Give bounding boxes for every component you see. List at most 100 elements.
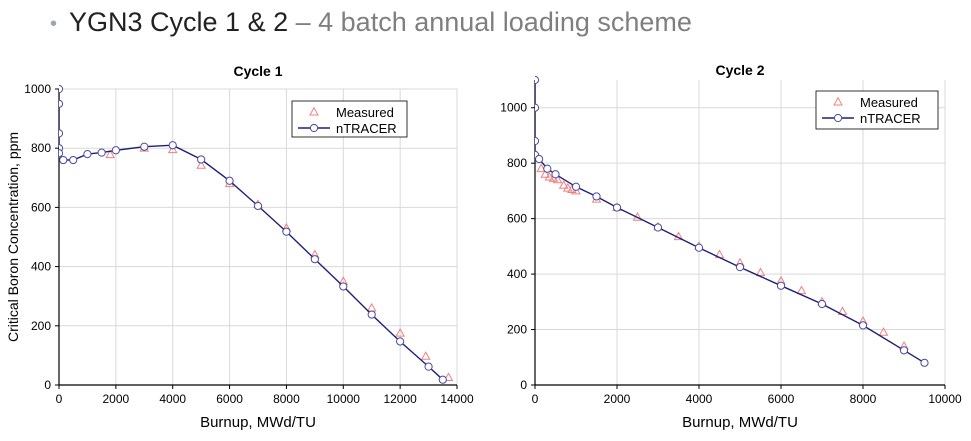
y-tick-label: 200 <box>31 319 51 333</box>
ntracer-point <box>424 362 433 371</box>
ntracer-point <box>83 150 92 159</box>
measured-point <box>552 174 563 184</box>
y-tick-label: 400 <box>31 260 51 274</box>
x-tick-label: 14000 <box>440 392 474 406</box>
plot-area <box>535 75 929 367</box>
y-tick-label: 800 <box>31 141 51 155</box>
legend-label: nTRACER <box>336 121 397 136</box>
ntracer-point <box>535 103 540 112</box>
ntracer-point <box>551 170 560 179</box>
x-tick-label: 8000 <box>850 392 877 406</box>
ntracer-point <box>59 149 64 158</box>
y-tick-label: 600 <box>507 212 527 226</box>
legend-box <box>815 90 939 130</box>
ntracer-point <box>339 282 348 291</box>
legend-box <box>291 100 408 138</box>
ntracer-point <box>111 146 120 155</box>
measured-point <box>544 171 555 181</box>
plot-area <box>59 84 454 384</box>
ntracer-point <box>59 84 64 94</box>
ntracer-point <box>59 155 68 165</box>
legend-measured-icon <box>833 96 843 106</box>
ntracer-point <box>97 148 106 157</box>
legend-label: Measured <box>336 105 394 120</box>
x-tick-label: 10000 <box>327 392 361 406</box>
ntracer-point <box>817 299 827 309</box>
y-tick-label: 1000 <box>500 101 527 115</box>
x-tick-label: 8000 <box>273 392 300 406</box>
legend-label: nTRACER <box>860 111 921 126</box>
ntracer-point <box>653 223 663 232</box>
series-measured <box>536 163 909 350</box>
x-tick-label: 12000 <box>383 392 417 406</box>
x-tick-label: 6000 <box>768 392 795 406</box>
y-tick-label: 200 <box>507 323 527 337</box>
ntracer-point <box>571 182 581 191</box>
measured-point <box>167 144 178 154</box>
measured-point <box>105 149 116 159</box>
measured-point <box>395 327 405 337</box>
slide-title: YGN3 Cycle 1 & 2 <box>69 7 289 37</box>
measured-point <box>562 182 573 192</box>
legend-ntracer-icon <box>833 113 843 123</box>
y-tick-label: 0 <box>520 378 527 392</box>
chart-title: Cycle 1 <box>233 63 282 79</box>
ntracer-point <box>735 263 745 272</box>
ntracer-point <box>59 99 64 108</box>
ntracer-point <box>197 155 206 164</box>
x-axis-label: Burnup, MWd/TU <box>200 414 316 431</box>
ntracer-point <box>592 192 601 201</box>
y-tick-label: 800 <box>507 156 527 170</box>
x-tick-label: 4000 <box>686 392 713 406</box>
series-ntracer <box>59 84 447 384</box>
measured-point <box>536 163 546 173</box>
measured-point <box>796 285 807 295</box>
ntracer-point <box>612 203 622 212</box>
measured-point <box>420 351 431 360</box>
ntracer-point <box>535 136 540 146</box>
bullet-icon: • <box>50 12 58 35</box>
measured-point <box>878 327 889 336</box>
x-tick-label: 4000 <box>159 392 186 406</box>
x-tick-label: 0 <box>56 392 63 406</box>
title-separator: – <box>288 7 319 37</box>
measured-point <box>558 180 569 189</box>
ntracer-point <box>367 310 376 319</box>
y-tick-label: 1000 <box>24 82 51 96</box>
ntracer-point <box>140 142 149 151</box>
y-tick-label: 0 <box>44 378 51 392</box>
measured-point <box>540 169 551 178</box>
ntracer-point <box>776 281 786 290</box>
y-tick-label: 400 <box>507 267 527 281</box>
series-ntracer <box>535 75 929 367</box>
legend-measured-icon <box>309 106 319 116</box>
slide-subtitle: 4 batch annual loading scheme <box>318 7 692 37</box>
ntracer-point <box>168 141 177 150</box>
measured-point <box>443 372 454 382</box>
ntracer-point <box>543 164 552 173</box>
ntracer-line <box>59 89 444 381</box>
ntracer-point <box>694 243 704 252</box>
ntracer-line <box>535 80 925 364</box>
measured-point <box>755 267 766 277</box>
measured-point <box>366 302 377 312</box>
y-axis-label: Critical Boron Concentration, ppm <box>5 132 21 342</box>
x-tick-label: 6000 <box>216 392 243 406</box>
ntracer-point <box>899 346 909 355</box>
x-tick-label: 10000 <box>928 392 962 406</box>
x-tick-label: 2000 <box>103 392 130 406</box>
y-tick-label: 600 <box>31 200 51 214</box>
slide-header: • YGN3 Cycle 1 & 2 – 4 batch annual loadi… <box>50 2 692 42</box>
ntracer-point <box>396 337 405 346</box>
x-tick-label: 0 <box>532 392 539 406</box>
ntracer-point <box>69 155 78 165</box>
x-axis-label: Burnup, MWd/TU <box>682 414 798 431</box>
ntracer-point <box>535 154 544 164</box>
ntracer-point <box>225 176 234 185</box>
legend-ntracer-icon <box>309 123 319 133</box>
chart-cycle-2: 0 2000 4000 6000 8000 10000 0 200 400 600 800 1000 C… <box>500 62 962 431</box>
ntracer-point <box>920 358 929 367</box>
